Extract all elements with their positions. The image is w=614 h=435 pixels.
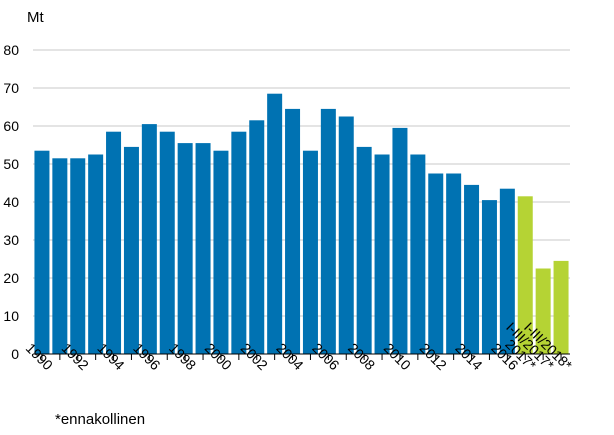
bar-2017* [517,196,533,354]
x-tick-label: 2012 [417,340,450,373]
x-tick-label: 1994 [94,340,127,373]
bar-2002 [249,120,265,354]
y-axis-unit-label: Mt [27,9,44,26]
y-tick-label: 20 [3,270,19,286]
y-tick-label: 60 [3,118,19,134]
x-tick-label: 2006 [309,340,342,373]
y-tick-label: 80 [3,42,19,58]
bar-2015 [481,200,497,354]
x-tick-label: 2000 [202,340,235,373]
bar-2005 [302,150,318,354]
bar-2004 [285,108,301,355]
y-tick-label: 10 [3,308,19,324]
bar-1995 [123,146,139,354]
bar-1997 [159,131,175,354]
bar-2007 [338,116,354,354]
y-axis-ticks: 0 10 20 30 40 50 60 70 80 [3,42,19,362]
bar-1992 [70,158,86,354]
bar-1991 [52,158,68,354]
y-tick-label: 50 [3,156,19,172]
bar-1993 [88,154,104,354]
bar-1996 [141,124,157,354]
x-tick-label: 1996 [130,340,163,373]
bar-2001 [231,131,247,354]
bar-2008 [356,146,372,354]
y-tick-label: 0 [11,346,19,362]
x-tick-label: 2004 [273,340,306,373]
bar-1994 [106,131,122,354]
bar-2009 [374,154,390,354]
bar-2003 [267,93,283,354]
bar-2013 [446,173,462,354]
bar-1999 [195,143,211,354]
y-tick-label: 40 [3,194,19,210]
bar-2006 [320,108,336,355]
x-tick-label: 1998 [166,340,199,373]
y-tick-label: 70 [3,80,19,96]
bars [34,93,569,355]
x-tick-label: 2010 [381,340,414,373]
footnote: *ennakollinen [55,411,145,428]
gridlines [33,49,570,317]
bar-2000 [213,150,229,354]
x-tick-label: 2014 [452,340,485,373]
x-tick-label: 2002 [238,340,271,373]
bar-2014 [464,184,480,354]
bar-1990 [34,150,50,354]
bar-1998 [177,143,193,354]
bar-I-III/2018* [553,260,569,354]
bar-2010 [392,127,408,355]
x-tick-label: 1990 [23,340,56,373]
bar-2012 [428,173,444,354]
bar-2016 [499,188,515,354]
x-tick-label: 1992 [59,340,92,373]
y-tick-label: 30 [3,232,19,248]
bar-I-III/2017* [535,268,551,354]
bar-2011 [410,154,426,354]
x-tick-label: 2008 [345,340,378,373]
